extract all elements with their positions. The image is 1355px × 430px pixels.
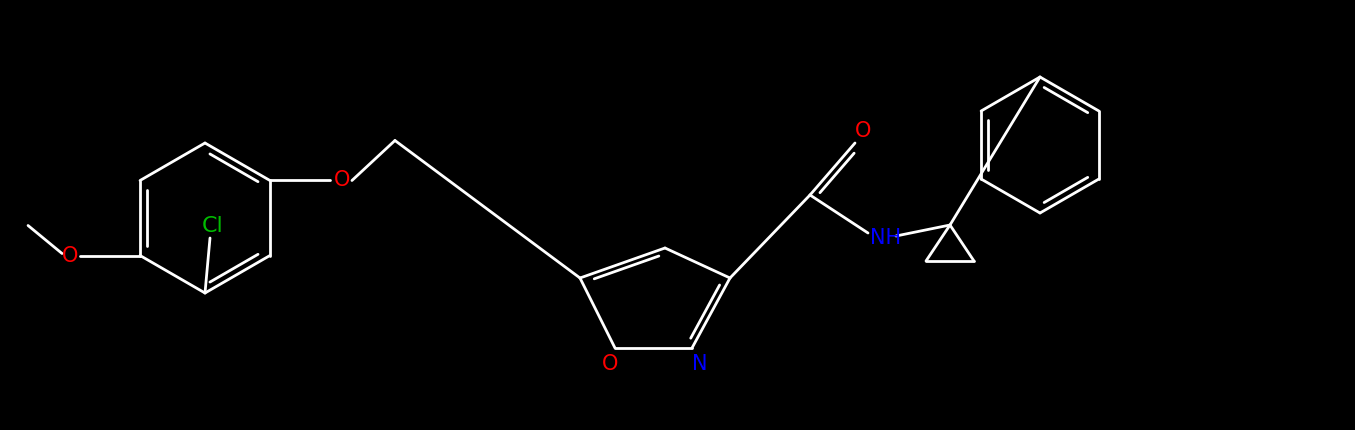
Text: O: O bbox=[333, 171, 350, 190]
Text: Cl: Cl bbox=[202, 216, 224, 236]
Text: O: O bbox=[62, 246, 79, 265]
Text: O: O bbox=[855, 121, 871, 141]
Text: N: N bbox=[692, 354, 707, 374]
Text: O: O bbox=[602, 354, 618, 374]
Text: NH: NH bbox=[870, 228, 901, 248]
